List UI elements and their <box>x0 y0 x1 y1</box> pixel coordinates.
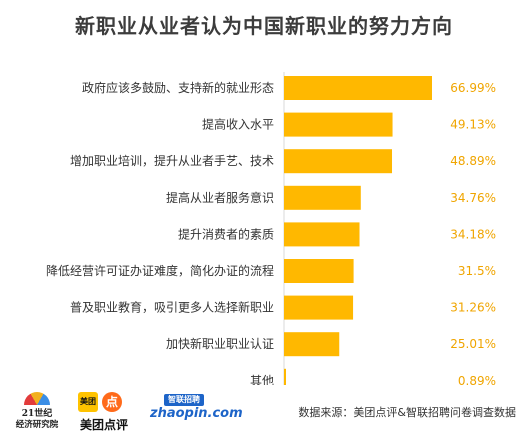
bar <box>284 149 393 174</box>
category-label: 政府应该多鼓励、支持新的就业形态 <box>82 80 274 95</box>
21st-century-economic-research-logo: 21世纪 经济研究院 <box>14 392 60 436</box>
zhaopin-top-text: 智联招聘 <box>164 394 204 406</box>
category-label: 加快新职业职业认证 <box>166 336 274 351</box>
value-label: 34.18% <box>450 227 496 241</box>
bar <box>284 185 361 210</box>
value-label: 66.99% <box>450 81 496 95</box>
value-label: 31.26% <box>450 301 496 315</box>
logo-arc-icon <box>24 392 50 405</box>
meituan-dianping-logo: 美团 点 美团点评 <box>74 392 134 438</box>
bar <box>284 259 354 283</box>
category-label: 提高收入水平 <box>202 117 274 132</box>
value-label: 0.89% <box>458 374 496 385</box>
bar <box>284 332 340 357</box>
logo-21-line1: 21世纪 <box>21 409 53 419</box>
data-source-text: 数据来源：美团点评&智联招聘问卷调查数据 <box>298 406 516 419</box>
zhaopin-logo: 智联招聘 zhaopin.com <box>150 394 243 434</box>
category-label: 普及职业教育，吸引更多人选择新职业 <box>70 300 274 315</box>
dianping-badge-icon: 点 <box>102 392 122 412</box>
meituan-dianping-text: 美团点评 <box>79 418 128 432</box>
zhaopin-main-text: zhaopin.com <box>150 406 243 421</box>
category-label: 降低经营许可证办证难度，简化办证的流程 <box>46 263 274 278</box>
category-label: 提升消费者的素质 <box>178 226 274 241</box>
bar-chart: 政府应该多鼓励、支持新的就业形态 66.99% 提高收入水平 49.13% 增加职业培训… <box>46 72 496 385</box>
footer: 21世纪 经济研究院 美团 点 美团点评 智联招聘 zhaopin.com 数据… <box>0 388 528 445</box>
value-label: 49.13% <box>450 118 496 132</box>
value-label: 48.89% <box>450 154 496 168</box>
bar <box>284 222 360 247</box>
category-label: 其他 <box>250 374 274 385</box>
category-label: 提高从业者服务意识 <box>166 190 274 205</box>
value-label: 31.5% <box>458 264 496 278</box>
bar <box>284 295 354 320</box>
meituan-box-icon: 美团 <box>78 392 98 412</box>
bar <box>284 76 432 100</box>
bar <box>284 112 393 137</box>
category-label: 增加职业培训，提升从业者手艺、技术 <box>70 153 274 168</box>
logo-21-line2: 经济研究院 <box>15 420 59 430</box>
chart-title: 新职业从业者认为中国新职业的努力方向 <box>75 14 453 38</box>
bar <box>284 368 286 385</box>
value-label: 25.01% <box>450 337 496 351</box>
value-label: 34.76% <box>450 191 496 205</box>
